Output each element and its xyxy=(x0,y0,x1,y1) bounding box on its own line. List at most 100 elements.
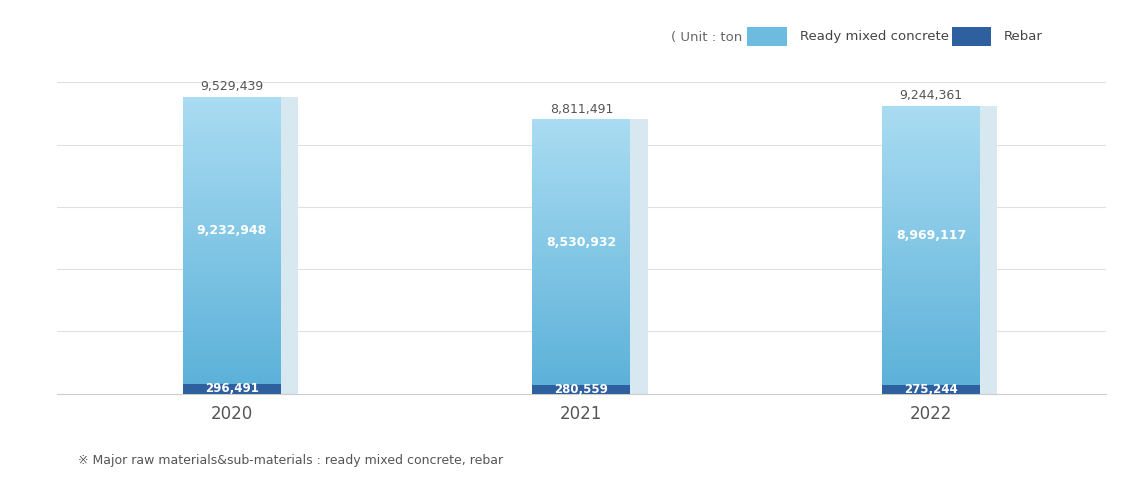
Bar xyxy=(532,171,630,174)
Bar xyxy=(882,271,980,275)
Bar xyxy=(182,368,280,372)
Bar xyxy=(882,232,980,235)
Bar xyxy=(182,260,280,264)
Bar xyxy=(882,268,980,271)
Bar xyxy=(182,153,280,156)
Bar xyxy=(532,150,630,154)
Bar xyxy=(882,207,980,210)
Bar xyxy=(182,308,280,312)
Bar xyxy=(882,178,980,181)
Bar xyxy=(893,106,998,394)
Text: 296,491: 296,491 xyxy=(205,383,259,396)
Bar xyxy=(882,278,980,282)
Bar xyxy=(182,116,280,120)
Bar xyxy=(532,390,630,394)
Bar xyxy=(882,369,980,372)
Bar xyxy=(182,131,280,134)
Bar xyxy=(182,142,280,145)
Bar xyxy=(532,250,630,253)
Bar xyxy=(182,134,280,138)
Bar xyxy=(882,189,980,192)
Text: 275,244: 275,244 xyxy=(904,383,958,396)
Bar xyxy=(532,308,630,312)
Bar xyxy=(532,157,630,161)
Bar xyxy=(182,282,280,286)
Bar xyxy=(882,113,980,117)
Bar xyxy=(532,140,630,144)
Bar xyxy=(532,120,630,123)
Bar xyxy=(532,133,630,137)
Bar xyxy=(182,386,280,390)
Bar xyxy=(532,243,630,246)
Bar xyxy=(882,181,980,185)
Bar xyxy=(532,164,630,168)
Bar xyxy=(182,312,280,316)
Bar xyxy=(182,145,280,149)
Bar xyxy=(532,137,630,140)
Bar xyxy=(182,123,280,127)
Bar xyxy=(882,106,980,109)
Bar xyxy=(182,127,280,131)
Bar xyxy=(532,270,630,274)
Bar xyxy=(532,161,630,164)
Bar xyxy=(882,225,980,228)
Bar xyxy=(182,193,280,197)
Bar xyxy=(182,379,280,383)
Bar xyxy=(882,307,980,311)
Bar xyxy=(182,160,280,164)
Bar xyxy=(182,275,280,279)
Bar xyxy=(182,334,280,338)
Bar xyxy=(182,97,280,101)
Bar xyxy=(182,297,280,301)
Bar xyxy=(532,363,630,366)
Bar xyxy=(532,168,630,171)
Bar xyxy=(882,171,980,174)
Bar xyxy=(182,149,280,153)
Bar xyxy=(882,153,980,156)
Bar xyxy=(182,175,280,179)
Bar xyxy=(882,386,980,390)
Bar xyxy=(882,350,980,354)
Bar xyxy=(182,197,280,201)
Bar xyxy=(532,352,630,356)
Bar xyxy=(182,267,280,271)
Text: ( Unit : ton ): ( Unit : ton ) xyxy=(670,31,751,44)
Bar xyxy=(882,361,980,365)
Bar xyxy=(182,357,280,360)
Bar xyxy=(532,246,630,250)
Text: 8,530,932: 8,530,932 xyxy=(546,236,617,249)
Bar xyxy=(532,264,630,267)
Bar xyxy=(532,328,630,332)
Bar xyxy=(532,226,630,229)
Bar xyxy=(532,380,630,384)
Bar xyxy=(882,358,980,361)
Bar xyxy=(882,297,980,300)
Bar xyxy=(882,390,980,394)
Bar xyxy=(882,289,980,293)
Bar xyxy=(882,325,980,329)
Bar xyxy=(532,219,630,222)
Bar xyxy=(182,105,280,108)
Bar xyxy=(532,195,630,198)
Bar xyxy=(532,198,630,202)
Bar xyxy=(882,138,980,142)
Bar xyxy=(182,349,280,353)
Bar xyxy=(182,294,280,297)
Bar xyxy=(182,223,280,227)
Bar xyxy=(182,342,280,346)
Bar xyxy=(532,178,630,181)
Text: 8,969,117: 8,969,117 xyxy=(896,229,966,242)
Bar xyxy=(532,126,630,130)
Bar xyxy=(532,236,630,240)
Bar xyxy=(182,179,280,182)
Bar xyxy=(182,249,280,253)
Bar xyxy=(532,284,630,288)
Bar xyxy=(182,112,280,116)
Bar xyxy=(882,304,980,307)
Bar xyxy=(182,390,280,394)
Bar xyxy=(182,190,280,193)
Bar xyxy=(182,168,280,171)
Bar xyxy=(882,160,980,164)
Bar xyxy=(532,147,630,150)
Bar xyxy=(882,131,980,135)
